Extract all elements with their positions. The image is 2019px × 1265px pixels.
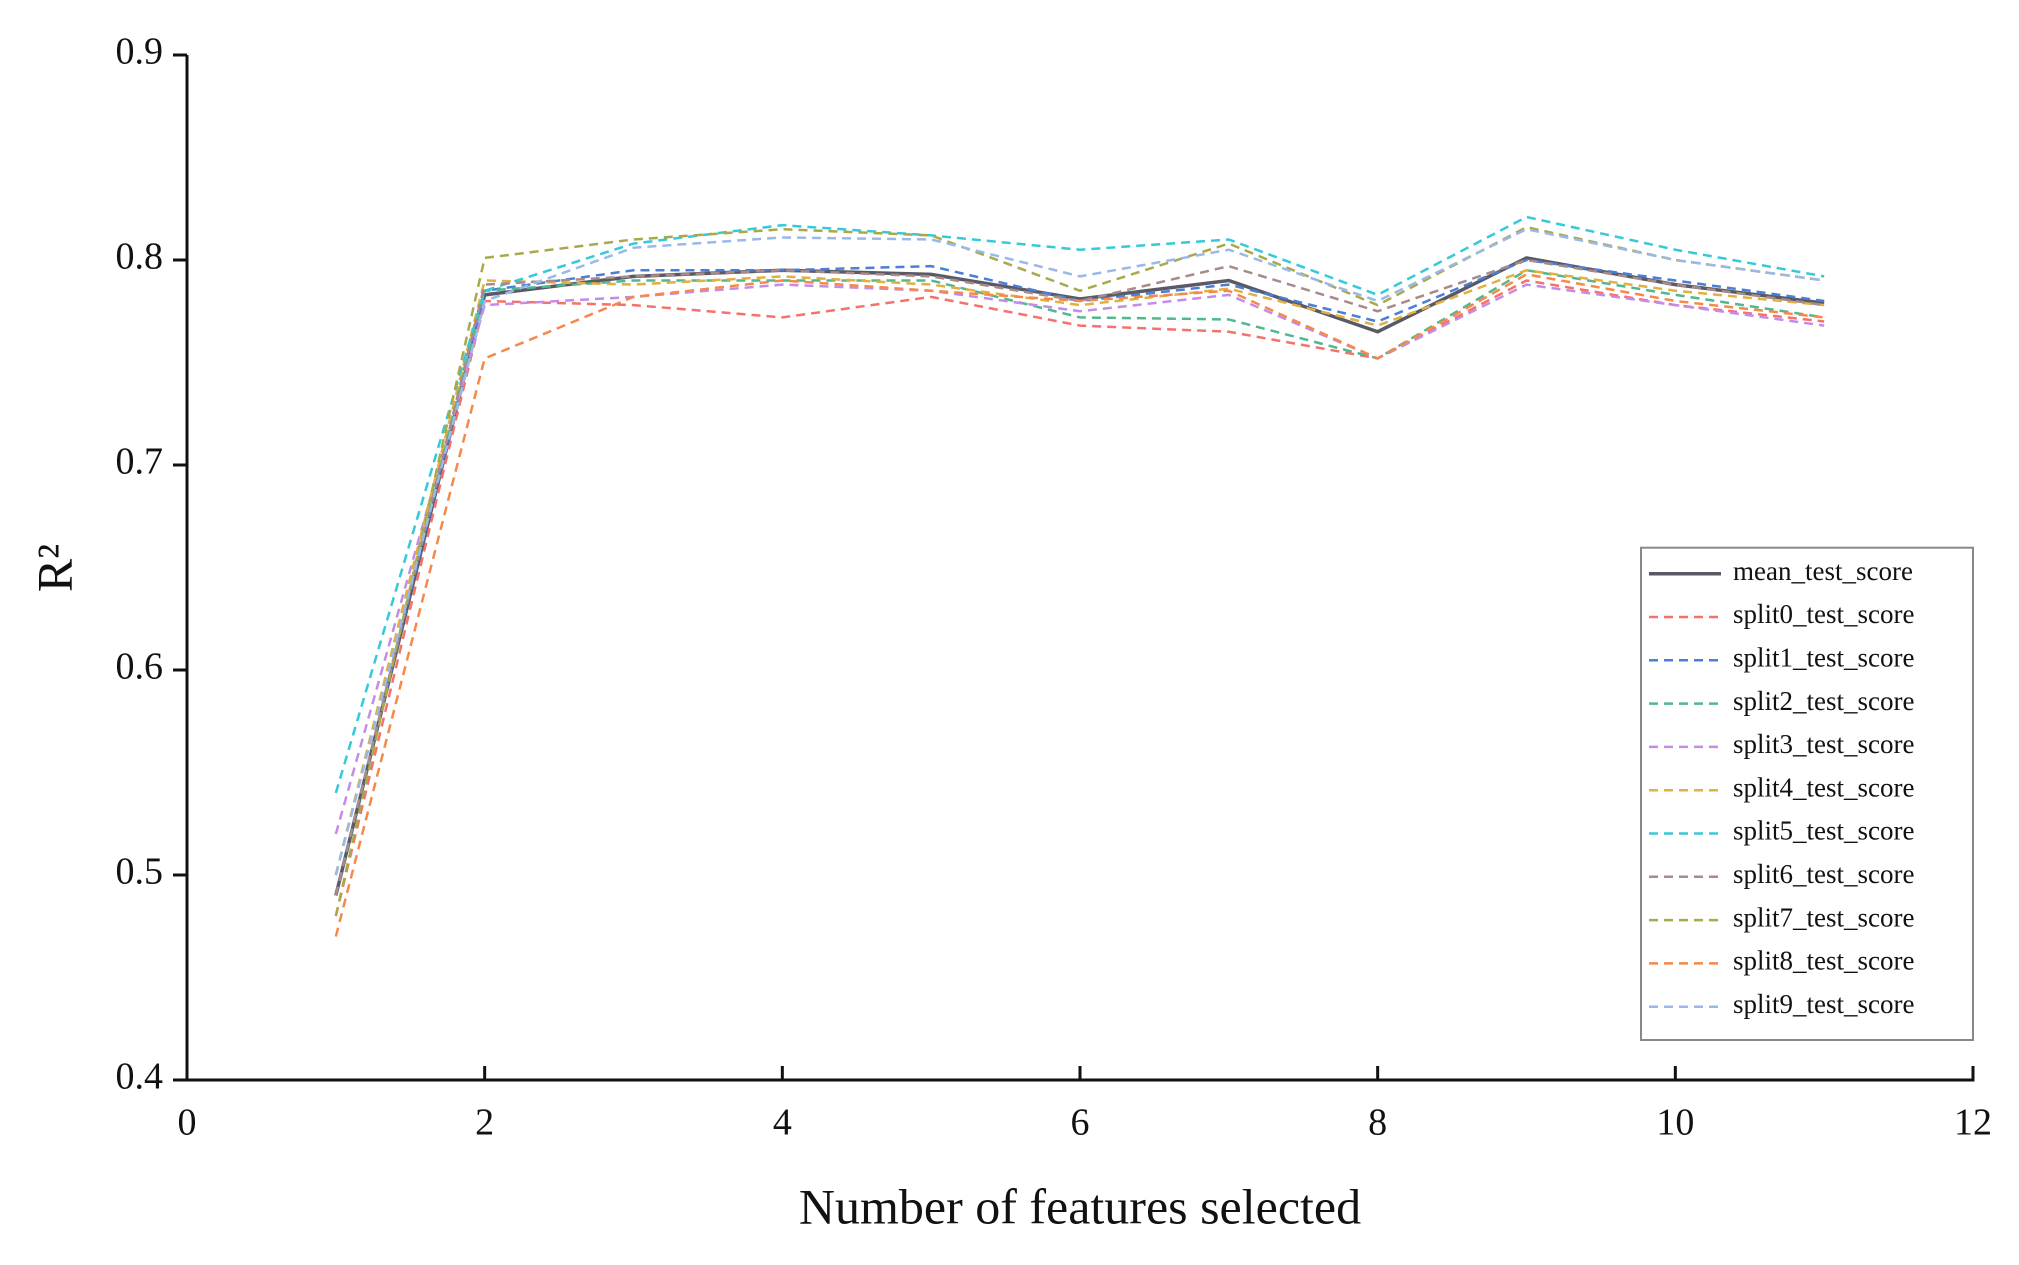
legend-label: split3_test_score — [1733, 729, 1914, 759]
x-tick-label: 6 — [1071, 1102, 1090, 1144]
axis — [185, 55, 1975, 1082]
series-line — [334, 273, 1825, 937]
x-tick-label: 12 — [1954, 1102, 1992, 1144]
x-tick-label: 10 — [1656, 1102, 1694, 1144]
series-line — [334, 227, 1825, 876]
legend-label: split1_test_score — [1733, 643, 1914, 673]
y-tick-label: 0.7 — [116, 441, 164, 483]
series-line — [334, 215, 1825, 794]
series-line — [334, 283, 1825, 835]
x-tick-label: 4 — [773, 1102, 792, 1144]
legend: mean_test_score split0_test_score split1_t… — [1640, 546, 1974, 1041]
y-axis-title: R² — [26, 544, 82, 592]
legend-label: split2_test_score — [1733, 686, 1914, 716]
y-tick-label: 0.8 — [116, 236, 164, 278]
legend-label: mean_test_score — [1733, 556, 1913, 586]
legend-box — [1640, 546, 1974, 1041]
series-line — [334, 225, 1825, 917]
series-line — [334, 258, 1825, 896]
legend-label: split0_test_score — [1733, 599, 1914, 629]
y-tick-label: 0.9 — [116, 31, 164, 73]
legend-label: split5_test_score — [1733, 816, 1914, 846]
x-tick-label: 2 — [475, 1102, 494, 1144]
series-line — [334, 279, 1825, 917]
x-tick-label: 8 — [1368, 1102, 1387, 1144]
x-tick-label: 0 — [178, 1102, 197, 1144]
legend-label: split8_test_score — [1733, 946, 1914, 976]
series-line — [334, 268, 1825, 876]
y-tick-label: 0.6 — [116, 646, 164, 688]
x-axis-title: Number of features selected — [799, 1178, 1361, 1234]
y-tick-label: 0.4 — [116, 1056, 164, 1098]
y-tick-label: 0.5 — [116, 851, 164, 893]
legend-label: split6_test_score — [1733, 859, 1914, 889]
legend-label: split9_test_score — [1733, 989, 1914, 1019]
legend-label: split4_test_score — [1733, 772, 1914, 802]
series-line — [334, 256, 1825, 896]
series-line — [334, 258, 1825, 896]
series-line — [334, 268, 1825, 876]
legend-label: split7_test_score — [1733, 902, 1914, 932]
